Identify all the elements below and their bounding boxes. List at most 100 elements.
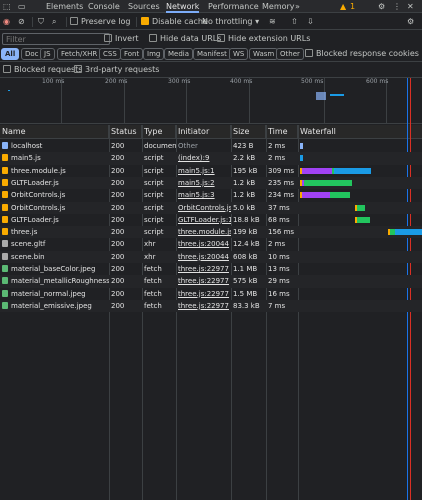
hide-extension-urls-checkbox[interactable]: Hide extension URLs xyxy=(217,33,310,45)
chip-css[interactable]: CSS xyxy=(99,48,121,60)
cell-initiator[interactable]: three.js:22977 xyxy=(178,301,229,310)
column-initiator[interactable]: Initiator xyxy=(176,125,231,139)
network-conditions-icon[interactable]: ≋ xyxy=(269,17,276,26)
cell-initiator[interactable]: (index):9 xyxy=(178,154,210,163)
column-time[interactable]: Time xyxy=(266,125,298,139)
hide-data-urls-checkbox[interactable]: Hide data URLs xyxy=(149,33,221,45)
search-icon[interactable]: ⌕ xyxy=(52,17,57,26)
cell-initiator[interactable]: main5.js:1 xyxy=(178,166,215,175)
cell-initiator[interactable]: three.js:20044 xyxy=(178,252,229,261)
cell-type: script xyxy=(144,191,164,200)
filter-icon[interactable]: ⛉ xyxy=(38,17,44,26)
chip-img[interactable]: Img xyxy=(143,48,165,60)
chip-ws[interactable]: WS xyxy=(229,48,249,60)
xhr-file-icon xyxy=(2,252,8,260)
warning-icon[interactable]: ▲ xyxy=(340,2,347,11)
clear-icon[interactable]: ⊘ xyxy=(18,17,25,26)
overview-tick: 100 ms xyxy=(42,78,65,85)
cell-initiator[interactable]: GLTFLoader.js:1 xyxy=(178,215,231,224)
column-size[interactable]: Size xyxy=(231,125,266,139)
tab-memory[interactable]: Memory xyxy=(262,2,295,11)
cell-initiator[interactable]: main5.js:3 xyxy=(178,191,215,200)
hide-data-urls-box[interactable] xyxy=(149,34,157,42)
column-status[interactable]: Status xyxy=(109,125,142,139)
table-row[interactable]: scene.gltf 200 xhr three.js:20044 12.4 kB 2 m… xyxy=(0,238,422,250)
tab-network[interactable]: Network xyxy=(166,2,200,13)
disable-cache-checkbox[interactable]: Disable cache xyxy=(141,16,208,28)
chip-all[interactable]: All xyxy=(1,48,20,60)
invert-box[interactable] xyxy=(104,34,112,42)
table-row[interactable]: localhost 200 document Other 423 B 2 ms xyxy=(0,140,422,152)
blocked-requests-box[interactable] xyxy=(3,65,11,73)
chip-other[interactable]: Other xyxy=(276,48,304,60)
chip-font[interactable]: Font xyxy=(120,48,144,60)
cell-initiator[interactable]: main5.js:2 xyxy=(178,178,215,187)
third-party-requests-checkbox[interactable]: 3rd-party requests xyxy=(74,64,159,76)
close-icon[interactable]: ✕ xyxy=(407,2,414,11)
filter-input[interactable] xyxy=(2,33,110,45)
table-row[interactable]: main5.js 200 script (index):9 2.2 kB 2 ms xyxy=(0,152,422,165)
third-party-requests-box[interactable] xyxy=(74,65,82,73)
waterfall-bar xyxy=(388,229,390,236)
tab-console[interactable]: Console xyxy=(88,2,120,11)
column-name[interactable]: Name xyxy=(0,125,109,139)
chip-js[interactable]: JS xyxy=(40,48,55,60)
settings-icon[interactable]: ⚙ xyxy=(378,2,386,11)
cell-initiator[interactable]: Other xyxy=(178,142,198,150)
preserve-log-checkbox[interactable]: Preserve log xyxy=(70,16,131,28)
cell-initiator[interactable]: three.js:22977 xyxy=(178,289,229,298)
more-options-icon[interactable]: ⋮ xyxy=(393,2,401,11)
chip-fetch-xhr[interactable]: Fetch/XHR xyxy=(57,48,102,60)
disable-cache-box[interactable] xyxy=(141,17,149,25)
cell-initiator[interactable]: three.module.js xyxy=(178,228,231,237)
blocked-response-cookies-checkbox[interactable]: Blocked response cookies xyxy=(305,48,419,60)
export-har-icon[interactable]: ⇩ xyxy=(307,17,314,26)
overview-timeline[interactable]: 100 ms 200 ms 300 ms 400 ms 500 ms 600 m… xyxy=(0,78,422,124)
table-row[interactable]: three.js 200 script three.module.js 199 kB 15… xyxy=(0,226,422,239)
table-row[interactable]: material_baseColor.jpeg 200 fetch three.js:… xyxy=(0,263,422,275)
table-row[interactable]: GLTFLoader.js 200 script GLTFLoader.js:1 18.… xyxy=(0,214,422,226)
waterfall-bar xyxy=(300,155,303,162)
column-type[interactable]: Type xyxy=(142,125,176,139)
warning-count[interactable]: 1 xyxy=(350,2,356,11)
request-name: OrbitControls.js xyxy=(11,203,66,212)
table-row[interactable]: material_metallicRoughness.png200 fetch th… xyxy=(0,275,422,288)
table-row[interactable]: three.module.js 200 script main5.js:1 195 kB… xyxy=(0,165,422,177)
cell-name: three.module.js xyxy=(0,165,109,177)
tab-sources[interactable]: Sources xyxy=(128,2,160,11)
chip-wasm[interactable]: Wasm xyxy=(249,48,279,60)
table-row[interactable]: material_normal.jpeg 200 fetch three.js:229… xyxy=(0,288,422,300)
img-file-icon xyxy=(2,289,8,297)
chip-manifest[interactable]: Manifest xyxy=(193,48,231,60)
chip-media[interactable]: Media xyxy=(164,48,194,60)
table-row[interactable]: material_emissive.jpeg 200 fetch three.js:2… xyxy=(0,299,422,313)
import-har-icon[interactable]: ⇧ xyxy=(291,17,298,26)
table-row[interactable]: scene.bin 200 xhr three.js:20044 608 kB 10 ms xyxy=(0,250,422,263)
table-row[interactable]: OrbitControls.js 200 script main5.js:3 1.2 k… xyxy=(0,189,422,201)
tab-elements[interactable]: Elements xyxy=(46,2,84,11)
request-name: material_normal.jpeg xyxy=(11,289,86,298)
blocked-requests-checkbox[interactable]: Blocked requests xyxy=(3,64,82,76)
cell-initiator[interactable]: three.js:22977 xyxy=(178,277,229,286)
column-waterfall[interactable]: Waterfall xyxy=(300,127,336,136)
blocked-response-cookies-box[interactable] xyxy=(305,49,313,57)
cell-initiator[interactable]: three.js:22977 xyxy=(178,265,229,273)
throttling-select[interactable]: No throttling ▾ xyxy=(202,16,259,28)
cell-name: OrbitControls.js xyxy=(0,202,109,214)
tab-performance[interactable]: Performance xyxy=(208,2,259,11)
preserve-log-box[interactable] xyxy=(70,17,78,25)
inspect-element-icon[interactable]: ⬚ xyxy=(3,2,11,11)
cell-time: 156 ms xyxy=(268,228,295,237)
cell-initiator[interactable]: three.js:20044 xyxy=(178,240,229,249)
invert-checkbox[interactable]: Invert xyxy=(104,33,139,45)
table-row[interactable]: GLTFLoader.js 200 script main5.js:2 1.2 kB 23… xyxy=(0,176,422,190)
cell-status: 200 xyxy=(111,191,125,200)
waterfall-bar xyxy=(302,192,330,199)
device-toolbar-icon[interactable]: ▭ xyxy=(18,2,26,11)
hide-extension-urls-box[interactable] xyxy=(217,34,225,42)
table-row[interactable]: OrbitControls.js 200 script OrbitControls.j… xyxy=(0,201,422,214)
more-tabs-button[interactable]: » xyxy=(295,2,300,11)
cell-initiator[interactable]: OrbitControls.js:1 xyxy=(178,203,231,212)
record-icon[interactable]: ◉ xyxy=(3,17,10,26)
network-settings-icon[interactable]: ⚙ xyxy=(407,17,415,26)
